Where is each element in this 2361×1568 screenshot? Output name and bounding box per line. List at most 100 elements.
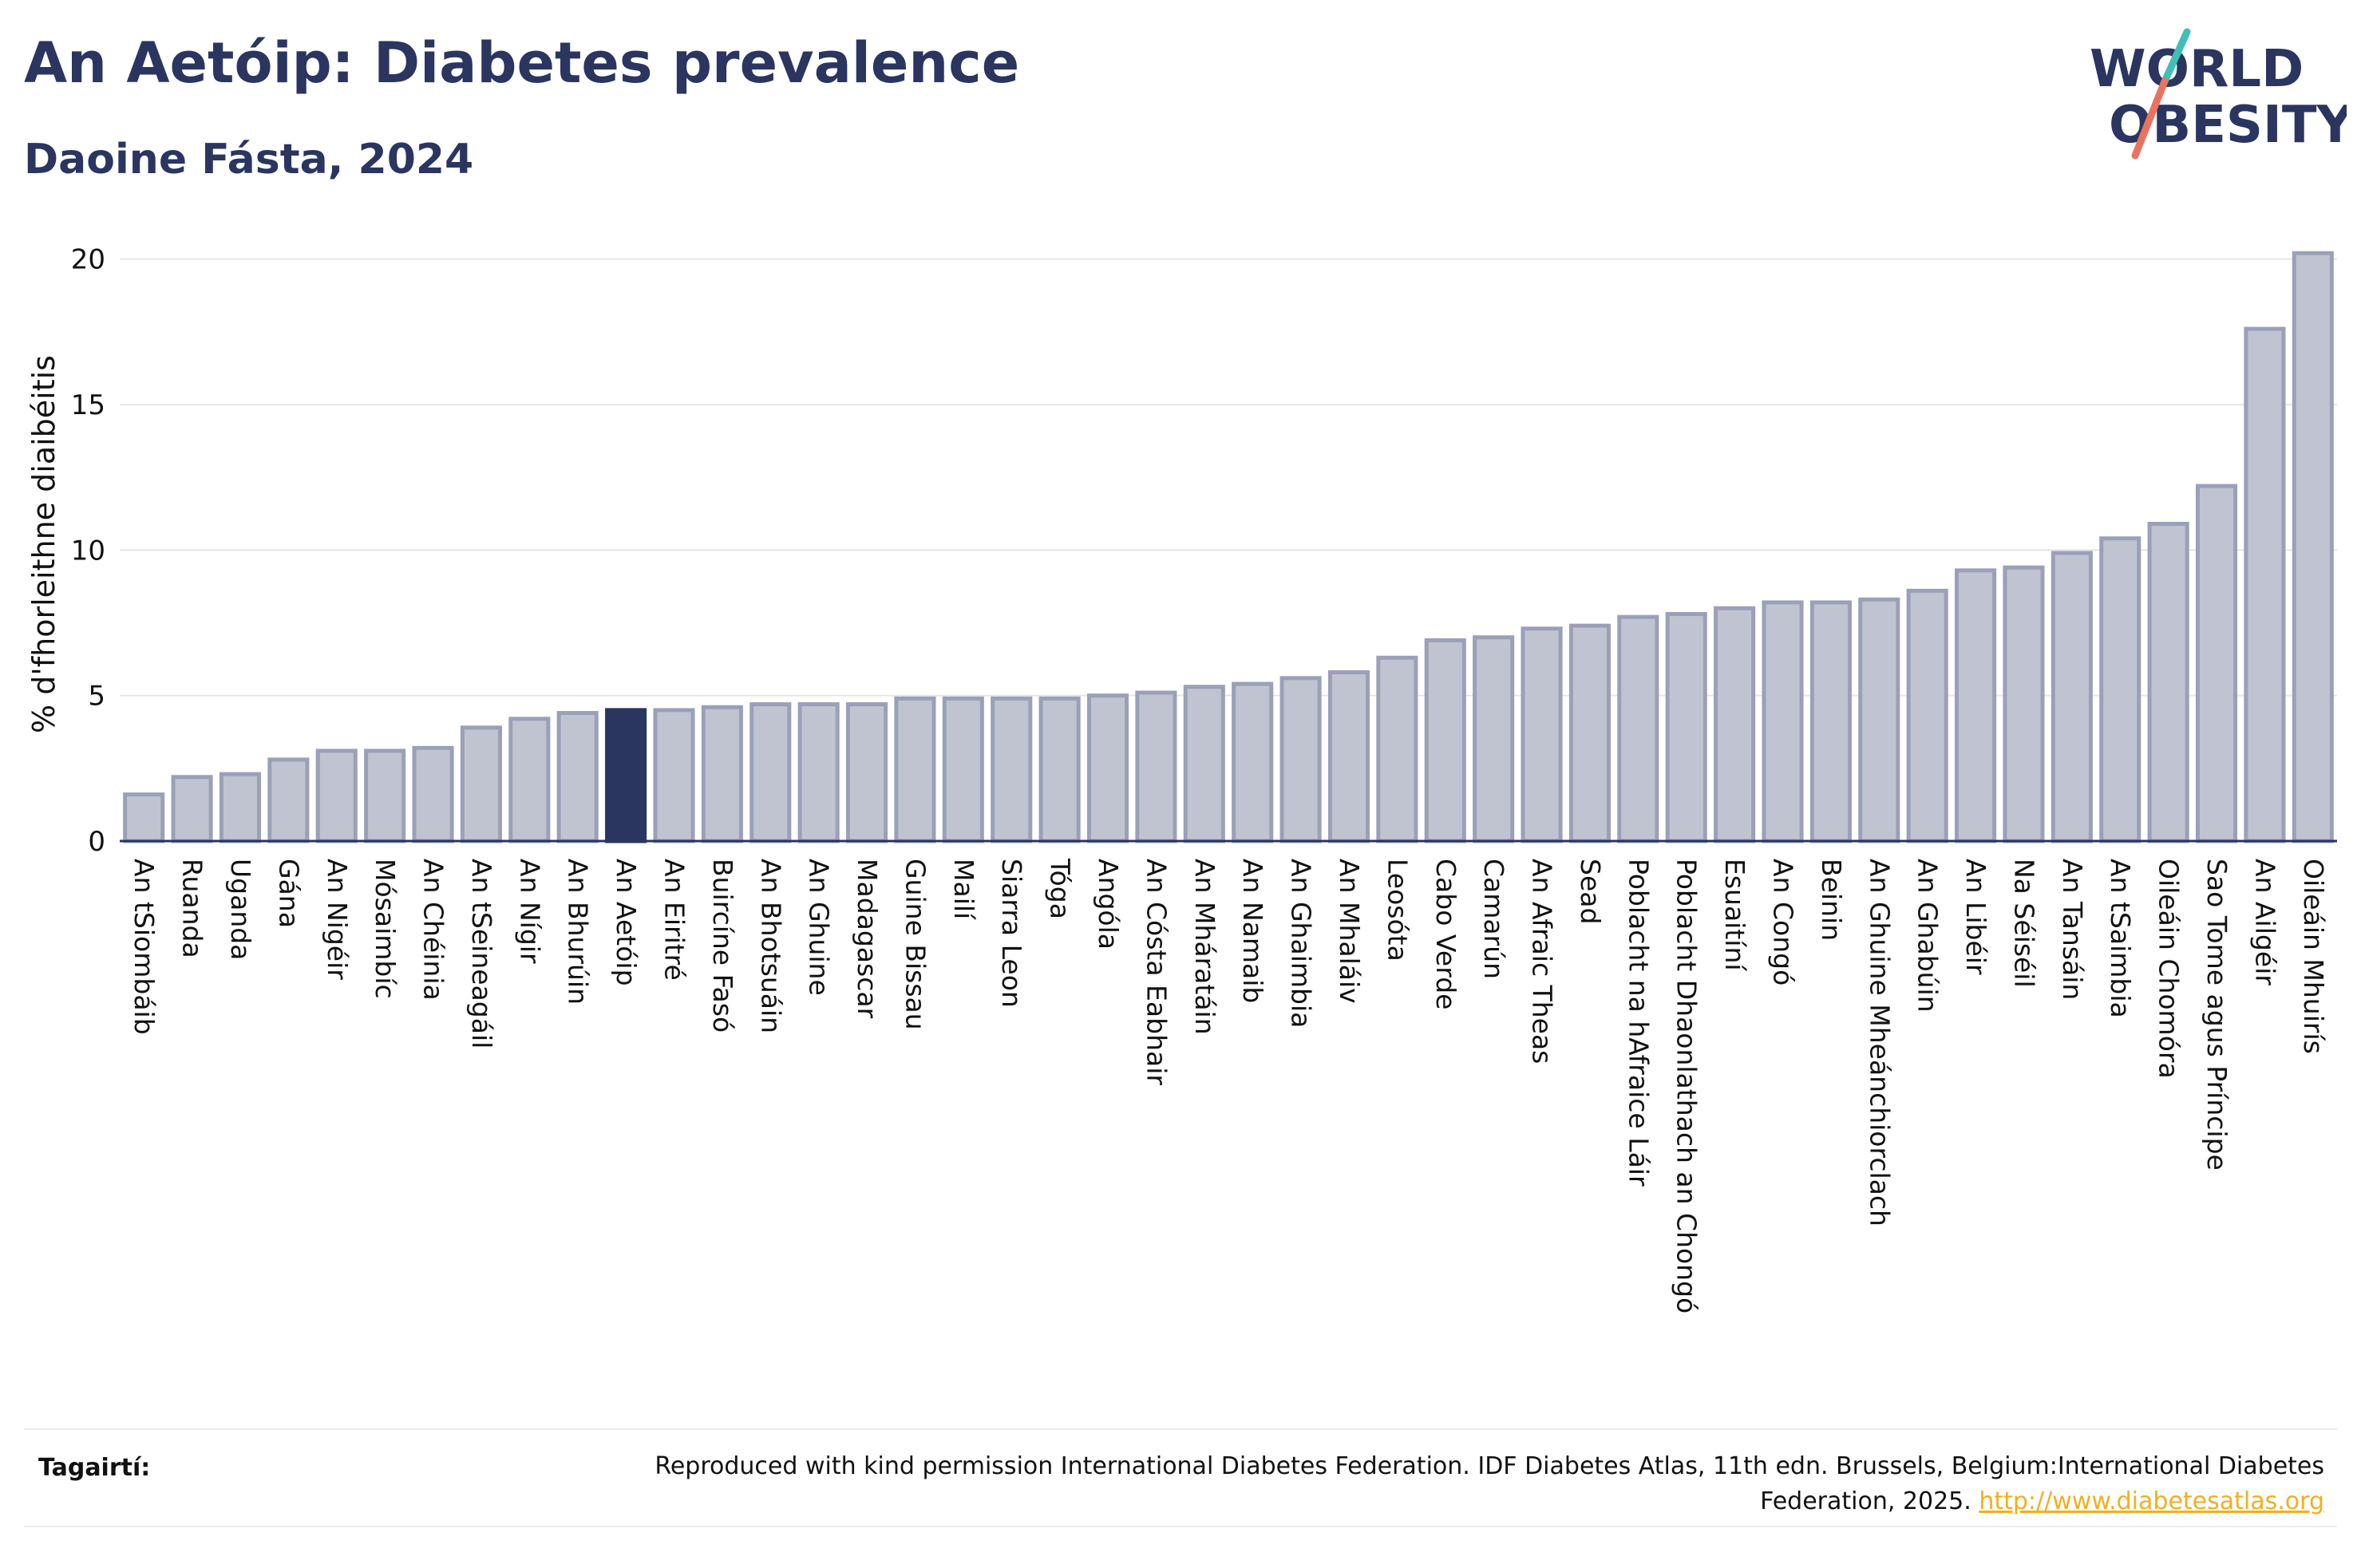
bar bbox=[508, 717, 551, 843]
bar bbox=[2099, 536, 2142, 843]
bar bbox=[171, 775, 213, 843]
x-tick-label: Tóga bbox=[1045, 858, 1076, 919]
bar bbox=[1135, 690, 1177, 843]
x-tick-label: An Namaib bbox=[1237, 859, 1268, 1003]
y-axis-label: % d'fhorleithne diaibéitis bbox=[26, 355, 61, 733]
bar bbox=[894, 696, 936, 843]
x-tick-label: An Afraic Theas bbox=[1527, 859, 1558, 1064]
y-tick-label: 15 bbox=[71, 389, 105, 421]
x-tick-label: An Ailgéir bbox=[2249, 859, 2280, 985]
bar bbox=[1955, 568, 1997, 843]
bar bbox=[1568, 623, 1611, 843]
y-tick-label: 20 bbox=[71, 244, 105, 276]
bar bbox=[653, 708, 695, 843]
world-obesity-logo: WORLD OBESITY bbox=[2090, 28, 2347, 160]
bar bbox=[2292, 251, 2334, 843]
bar bbox=[2147, 521, 2189, 843]
x-tick-label: Camarún bbox=[1478, 859, 1509, 979]
x-tick-label: Mailí bbox=[948, 859, 979, 921]
x-tick-label: An Ghabúin bbox=[1912, 859, 1944, 1013]
bar bbox=[1473, 635, 1515, 843]
bar bbox=[1809, 600, 1852, 843]
x-tick-label: An Mhaláiv bbox=[1334, 859, 1365, 1004]
bar bbox=[797, 702, 840, 843]
bar bbox=[1327, 669, 1370, 843]
y-tick-label: 10 bbox=[71, 535, 105, 567]
x-tick-label: Leosóta bbox=[1382, 859, 1413, 962]
bar bbox=[2244, 326, 2286, 843]
x-tick-label: Poblacht Dhaonlathach an Chongó bbox=[1671, 859, 1703, 1313]
bar bbox=[2195, 484, 2238, 843]
x-tick-label: Esuaitíní bbox=[1719, 859, 1750, 972]
x-tick-label: An Tansáin bbox=[2057, 859, 2088, 1000]
chart-title: An Aetóip: Diabetes prevalence bbox=[24, 30, 1020, 96]
bar bbox=[2051, 551, 2093, 843]
x-tick-label: Buircíne Fasó bbox=[707, 859, 738, 1033]
x-tick-label: An Libéir bbox=[1960, 859, 1991, 975]
x-tick-label: Mósaimbíc bbox=[370, 859, 401, 999]
x-tick-label: An Mháratáin bbox=[1189, 859, 1220, 1035]
bar bbox=[1279, 676, 1322, 843]
logo-line-1: WORLD bbox=[2090, 40, 2304, 99]
references-link[interactable]: http://www.diabetesatlas.org bbox=[1979, 1487, 2324, 1515]
x-tick-label: Sead bbox=[1575, 859, 1606, 924]
bar bbox=[605, 708, 647, 843]
x-tick-label: An tSiombáib bbox=[129, 859, 160, 1035]
references-text: Reproduced with kind permission Internat… bbox=[648, 1449, 2324, 1519]
bar bbox=[1714, 606, 1756, 843]
x-tick-label: Angóla bbox=[1093, 859, 1124, 950]
x-tick-label: Ruanda bbox=[177, 859, 208, 958]
bar bbox=[315, 748, 358, 843]
x-tick-label: Sao Tome agus Príncipe bbox=[2201, 859, 2232, 1171]
x-tick-label: Oileáin Chomóra bbox=[2153, 859, 2185, 1079]
x-tick-label: An Bhotsuáin bbox=[755, 859, 786, 1033]
bar bbox=[1376, 655, 1418, 843]
x-tick-label: Uganda bbox=[225, 859, 256, 960]
x-tick-label: An Aetóip bbox=[611, 859, 642, 986]
bar bbox=[701, 705, 743, 843]
bar bbox=[942, 696, 984, 843]
bar-chart: 0 5 10 15 20 % d'fhorleithne diaibéitis An tSi… bbox=[26, 244, 2337, 1313]
x-tick-label: An tSeineagáil bbox=[466, 859, 497, 1049]
references-citation: Reproduced with kind permission Internat… bbox=[655, 1452, 2324, 1515]
bar bbox=[1858, 597, 1900, 843]
y-tick-label: 0 bbox=[88, 826, 105, 858]
bar bbox=[556, 711, 599, 843]
bar bbox=[991, 696, 1033, 843]
bar bbox=[1232, 681, 1274, 843]
x-tick-label: Siarra Leon bbox=[996, 859, 1027, 1008]
x-tick-label: An Eiritré bbox=[659, 859, 690, 981]
x-tick-label: An Ghaimbia bbox=[1286, 859, 1317, 1028]
x-tick-label: Madagascar bbox=[852, 859, 883, 1019]
logo-slash-teal bbox=[2161, 28, 2191, 85]
bar bbox=[846, 702, 888, 843]
bar bbox=[1906, 588, 1948, 843]
bar bbox=[460, 725, 502, 843]
x-tick-label: An Nigéir bbox=[322, 859, 353, 980]
x-tick-label: An Cósta Eabhair bbox=[1141, 859, 1172, 1085]
x-tick-label: An Bhurúin bbox=[563, 859, 594, 1005]
bar bbox=[364, 748, 406, 843]
y-tick-label: 5 bbox=[88, 681, 105, 713]
x-tick-label: An Congó bbox=[1768, 859, 1799, 985]
x-tick-label: An Nígir bbox=[514, 859, 545, 964]
x-tick-label: Cabo Verde bbox=[1430, 859, 1461, 1009]
bar bbox=[1665, 612, 1707, 843]
chart-subtitle: Daoine Fásta, 2024 bbox=[24, 136, 474, 184]
bar bbox=[412, 745, 454, 843]
bar bbox=[1086, 693, 1129, 843]
logo-slash-coral bbox=[2131, 77, 2169, 160]
x-tick-label: Guine Bissau bbox=[900, 859, 931, 1030]
x-tick-label: Na Séiséil bbox=[2008, 859, 2039, 988]
bar bbox=[1762, 600, 1804, 843]
bar bbox=[123, 792, 165, 843]
x-tick-label: Oileáin Mhuirís bbox=[2298, 859, 2329, 1054]
bar bbox=[2003, 565, 2045, 843]
bar bbox=[1183, 685, 1225, 843]
bar bbox=[1038, 696, 1081, 843]
bar bbox=[267, 757, 310, 843]
x-tick-label: An tSaimbia bbox=[2105, 859, 2136, 1018]
x-tick-label: Beinin bbox=[1816, 859, 1847, 941]
x-tick-label: Poblacht na hAfraice Láir bbox=[1623, 859, 1654, 1187]
bar bbox=[749, 702, 792, 843]
